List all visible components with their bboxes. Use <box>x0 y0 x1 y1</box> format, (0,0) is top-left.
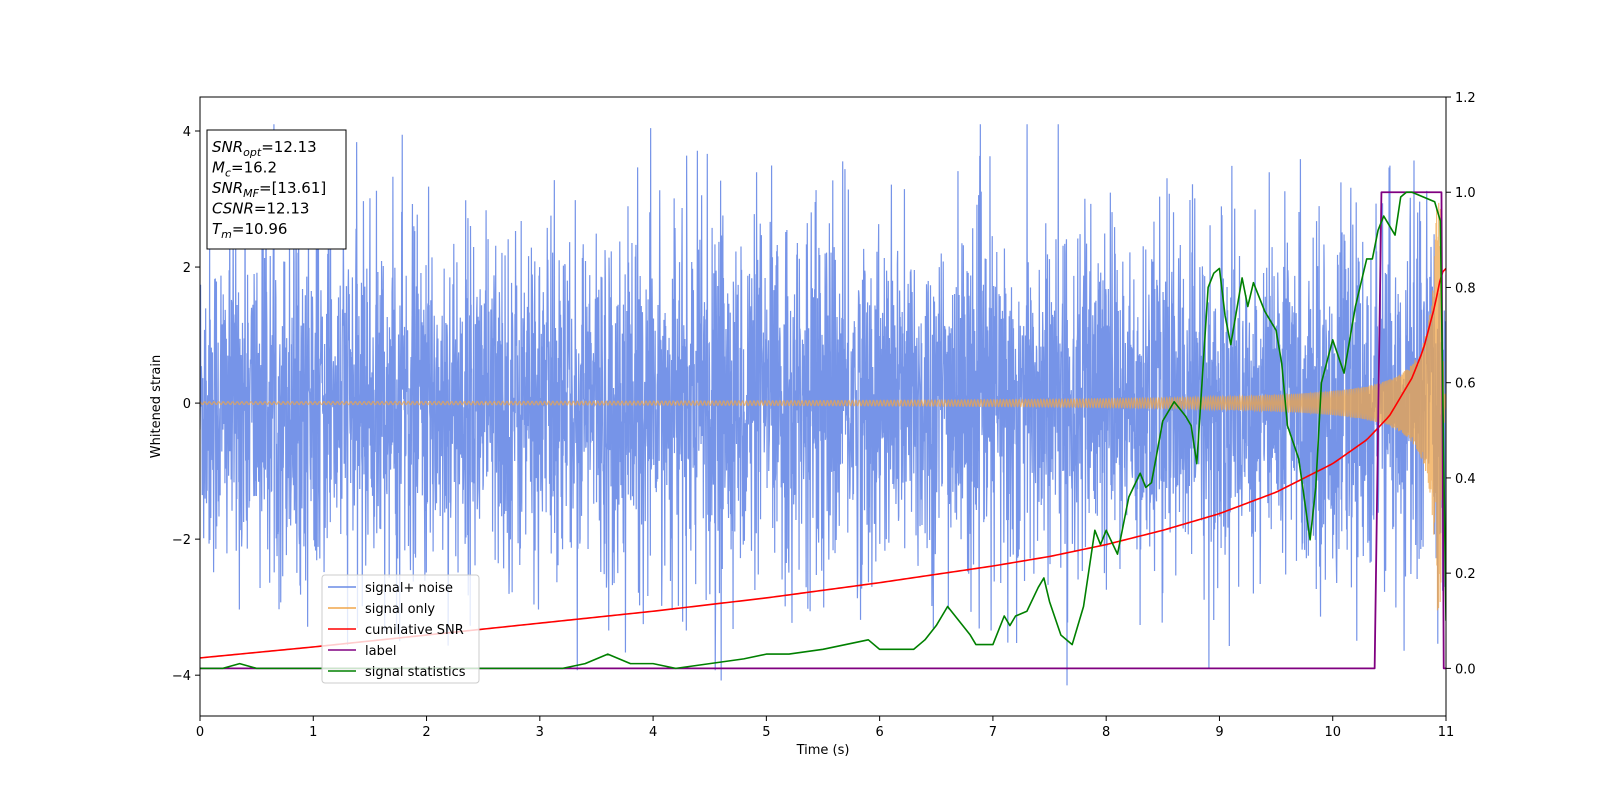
info-box-line: SNRMF=[13.61] <box>212 179 326 200</box>
y2-tick-label: 0.6 <box>1455 377 1476 392</box>
legend: signal+ noise signal only cumilative SNR la… <box>321 574 480 684</box>
y-axis-label: Whitened strain <box>149 355 164 458</box>
info-box-line: SNRopt=12.13 <box>212 138 317 159</box>
legend-entry: signal statistics <box>365 665 466 680</box>
x-tick-label: 6 <box>875 725 883 740</box>
y-axis-right: 0.0 0.2 0.4 0.6 0.8 1.0 1.2 <box>1446 91 1476 677</box>
y2-tick-label: 0.0 <box>1455 662 1476 677</box>
x-tick-label: 7 <box>989 725 997 740</box>
info-box-line: Mc=16.2 <box>212 159 277 180</box>
info-box-line: CSNR=12.13 <box>212 200 309 218</box>
x-tick-label: 3 <box>536 725 544 740</box>
legend-frame <box>321 574 480 684</box>
series-signal-noise <box>200 124 1446 686</box>
y-axis-left: −4 −2 0 2 4 <box>172 125 200 684</box>
y2-tick-label: 0.2 <box>1455 567 1476 582</box>
y-tick-label: 2 <box>183 261 191 276</box>
y2-tick-label: 1.2 <box>1455 91 1476 106</box>
info-box-frame <box>206 129 347 250</box>
x-tick-label: 2 <box>422 725 430 740</box>
y2-tick-label: 0.4 <box>1455 472 1476 487</box>
legend-entry: label <box>365 644 396 659</box>
x-axis-label: Time (s) <box>796 743 850 758</box>
plot-frame <box>199 96 1447 717</box>
series-signal-only <box>200 202 1446 611</box>
y2-tick-label: 0.8 <box>1455 281 1476 296</box>
y-tick-label: −2 <box>172 533 191 548</box>
x-tick-label: 5 <box>762 725 770 740</box>
info-box: SNRopt=12.13Mc=16.2SNRMF=[13.61]CSNR=12.… <box>206 129 347 250</box>
x-tick-label: 11 <box>1438 725 1455 740</box>
x-tick-label: 4 <box>649 725 657 740</box>
x-tick-label: 1 <box>309 725 317 740</box>
x-tick-label: 10 <box>1324 725 1341 740</box>
y-tick-label: 4 <box>183 125 191 140</box>
y-tick-label: −4 <box>172 669 191 684</box>
info-box-line: Tm=10.96 <box>212 220 287 241</box>
x-axis: 0 1 2 3 4 5 6 7 8 9 10 11 <box>196 716 1454 740</box>
legend-entry: signal+ noise <box>365 581 453 596</box>
legend-entry: signal only <box>365 602 435 617</box>
legend-entry: cumilative SNR <box>365 623 464 638</box>
series-signal-statistics <box>200 191 1446 670</box>
y2-tick-label: 1.0 <box>1455 186 1476 201</box>
x-tick-label: 8 <box>1102 725 1110 740</box>
y-tick-label: 0 <box>183 397 191 412</box>
x-tick-label: 0 <box>196 725 204 740</box>
x-tick-label: 9 <box>1215 725 1223 740</box>
